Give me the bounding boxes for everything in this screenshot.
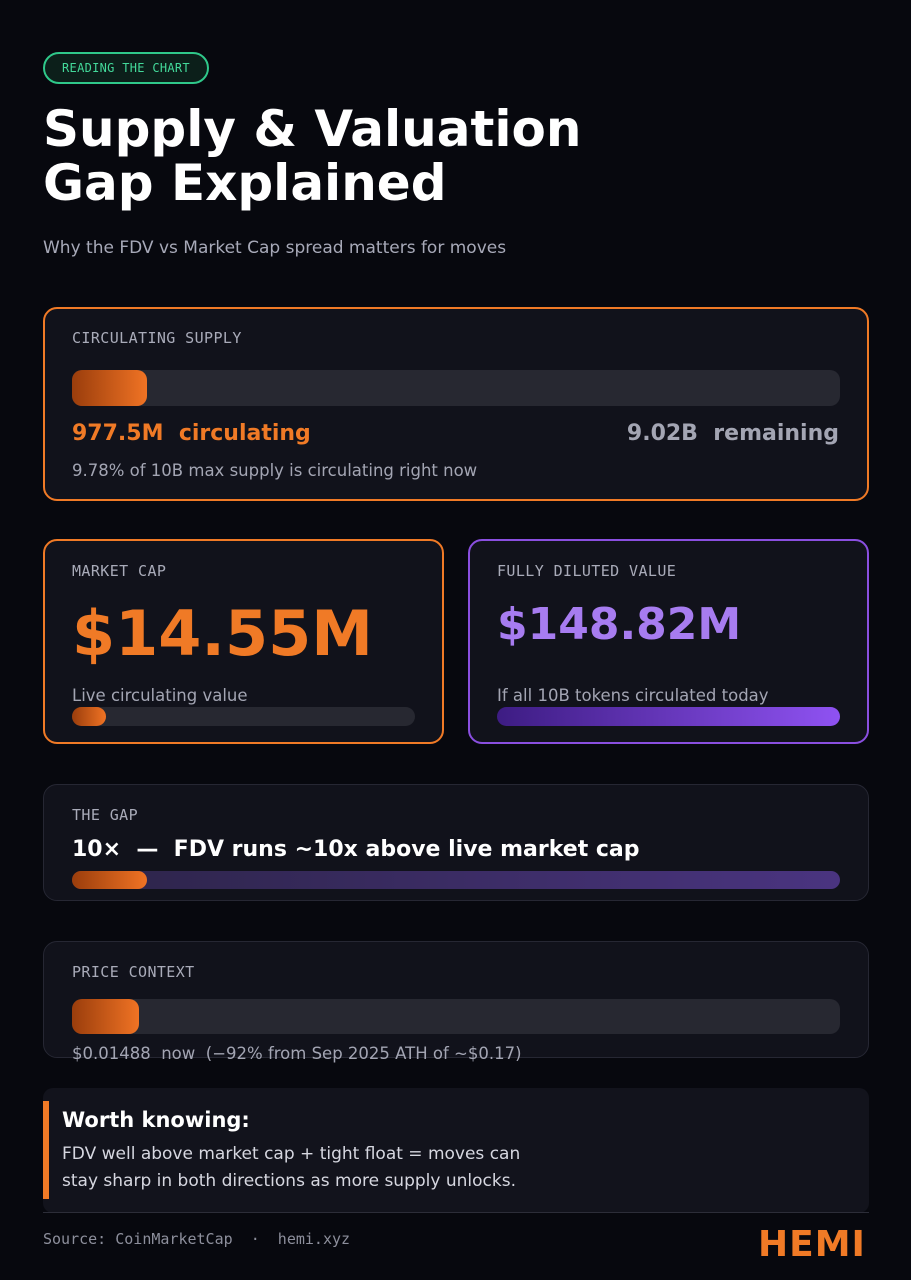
- remaining-value: 9.02B: [626, 421, 698, 446]
- gap-headline: 10× — FDV runs ~10x above live market ca…: [72, 837, 640, 862]
- price-context-card: PRICE CONTEXT $0.01488 now (−92% from Se…: [43, 941, 869, 1063]
- market-cap-bar-track: [72, 707, 415, 726]
- price-caption: $0.01488 now (−92% from Sep 2025 ATH of …: [72, 1044, 522, 1063]
- circulating-word: circulating: [178, 421, 311, 446]
- note-line-2: stay sharp in both directions as more su…: [62, 1171, 516, 1191]
- price-context-label: PRICE CONTEXT: [72, 963, 195, 981]
- footer-divider: [43, 1212, 869, 1213]
- market-cap-card: MARKET CAP $14.55M Live circulating valu…: [43, 539, 444, 744]
- note-heading: Worth knowing:: [62, 1108, 250, 1132]
- market-cap-bar-fill: [72, 707, 106, 726]
- gap-label: THE GAP: [72, 806, 139, 824]
- fdv-value: $148.82M: [497, 599, 742, 650]
- note-accent-bar: [43, 1101, 49, 1199]
- title-line-2: Gap Explained: [43, 154, 447, 212]
- supply-label: CIRCULATING SUPPLY: [72, 329, 242, 347]
- fdv-label: FULLY DILUTED VALUE: [497, 562, 677, 580]
- remaining-amount: 9.02B remaining: [627, 421, 839, 446]
- gap-card: THE GAP 10× — FDV runs ~10x above live m…: [43, 784, 869, 901]
- remaining-word: remaining: [713, 421, 839, 446]
- page-subtitle: Why the FDV vs Market Cap spread matters…: [43, 238, 507, 258]
- market-cap-caption: Live circulating value: [72, 686, 248, 705]
- note-line-1: FDV well above market cap + tight float …: [62, 1144, 521, 1164]
- source-credit: Source: CoinMarketCap · hemi.xyz: [43, 1230, 351, 1248]
- fdv-caption: If all 10B tokens circulated today: [497, 686, 769, 705]
- circulating-supply-card: CIRCULATING SUPPLY 977.5M circulating 9.…: [43, 307, 869, 501]
- price-bar-fill: [72, 999, 139, 1034]
- gap-bar-track: [72, 871, 840, 889]
- fdv-bar-fill: [497, 707, 840, 726]
- market-cap-value: $14.55M: [72, 597, 373, 670]
- page-title: Supply & Valuation Gap Explained: [43, 102, 743, 210]
- supply-caption: 9.78% of 10B max supply is circulating r…: [72, 461, 478, 480]
- supply-progress-track: [72, 370, 840, 406]
- circulating-amount: 977.5M circulating: [72, 421, 311, 446]
- brand-logo: HEMI: [758, 1224, 866, 1265]
- supply-progress-fill: [72, 370, 147, 406]
- price-bar-track: [72, 999, 840, 1034]
- title-line-1: Supply & Valuation: [43, 100, 582, 158]
- section-badge: READING THE CHART: [43, 52, 209, 84]
- gap-bar-fill: [72, 871, 147, 889]
- worth-knowing-note: Worth knowing: FDV well above market cap…: [43, 1088, 869, 1213]
- circulating-value: 977.5M: [72, 421, 164, 446]
- market-cap-label: MARKET CAP: [72, 562, 167, 580]
- fdv-card: FULLY DILUTED VALUE $148.82M If all 10B …: [468, 539, 869, 744]
